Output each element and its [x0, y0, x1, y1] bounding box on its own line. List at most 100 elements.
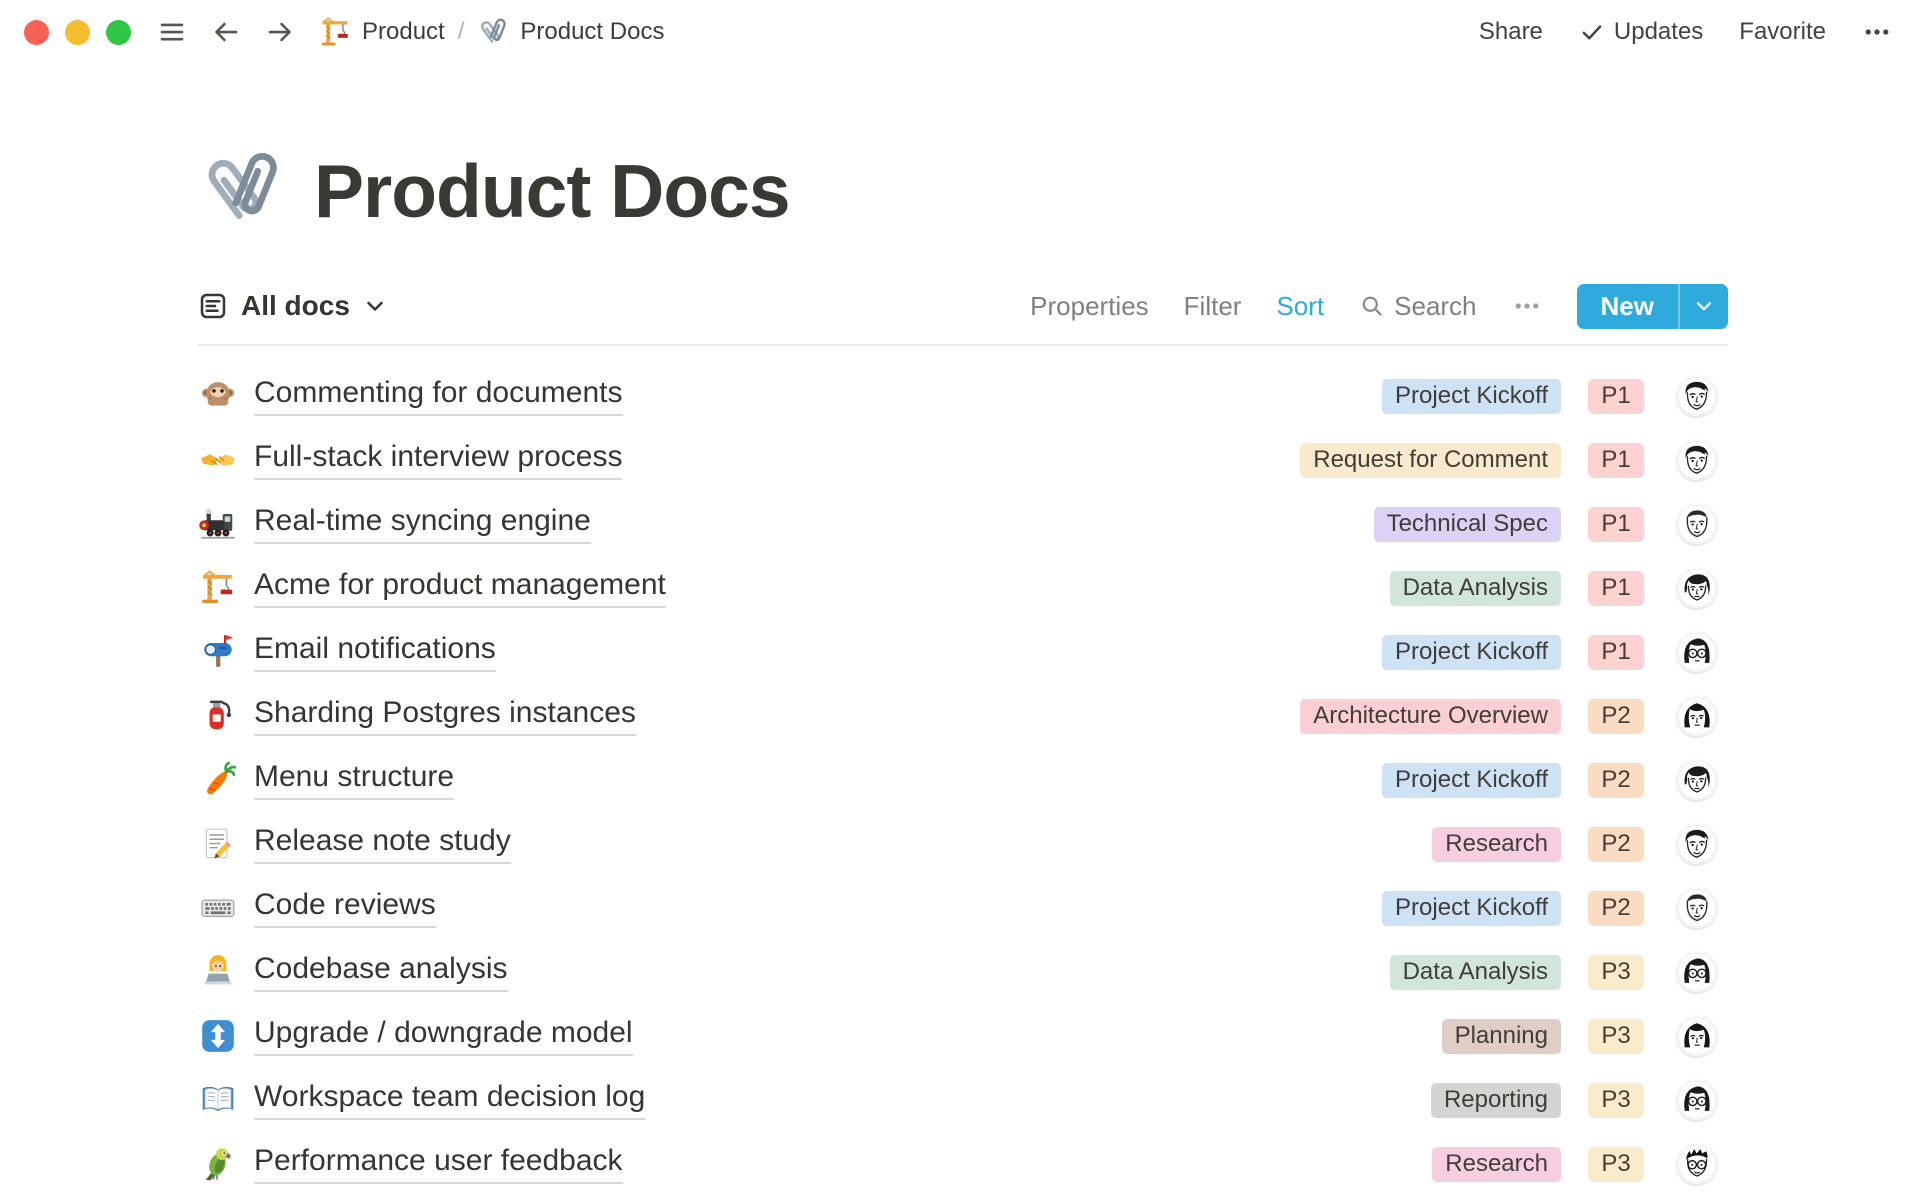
priority-badge[interactable]: P2: [1588, 890, 1644, 926]
priority-badge[interactable]: P1: [1588, 506, 1644, 542]
tag-badge[interactable]: Project Kickoff: [1382, 378, 1561, 414]
new-dropdown-button[interactable]: [1680, 284, 1728, 329]
view-switcher-all-docs[interactable]: All docs: [198, 290, 387, 322]
toolbar-more-button[interactable]: [1512, 291, 1542, 321]
table-row[interactable]: Commenting for documents Project Kickoff…: [198, 364, 1728, 428]
doc-title-link[interactable]: Release note study: [254, 824, 511, 865]
doc-title-link[interactable]: Acme for product management: [254, 568, 666, 609]
minimize-button[interactable]: [65, 19, 90, 45]
doc-title-link[interactable]: Menu structure: [254, 760, 455, 801]
priority-badge[interactable]: P3: [1588, 1082, 1644, 1118]
breadcrumb-separator: /: [457, 18, 465, 45]
assignee-avatar[interactable]: [1677, 760, 1717, 800]
row-properties: Architecture Overview P2: [1300, 696, 1728, 736]
table-row[interactable]: Email notifications Project Kickoff P1: [198, 620, 1728, 684]
table-row[interactable]: Performance user feedback Research P3: [198, 1132, 1728, 1196]
row-properties: Project Kickoff P2: [1382, 760, 1728, 800]
priority-badge[interactable]: P3: [1588, 1018, 1644, 1054]
assignee-avatar[interactable]: [1677, 824, 1717, 864]
table-row[interactable]: Upgrade / downgrade model Planning P3: [198, 1004, 1728, 1068]
doc-title-link[interactable]: Workspace team decision log: [254, 1080, 646, 1121]
table-row[interactable]: Menu structure Project Kickoff P2: [198, 748, 1728, 812]
zoom-button[interactable]: [106, 19, 131, 45]
table-row[interactable]: Code reviews Project Kickoff P2: [198, 876, 1728, 940]
tag-badge[interactable]: Research: [1432, 826, 1561, 862]
carrot-icon: [198, 761, 238, 799]
doc-list-icon: [198, 291, 228, 321]
priority-badge[interactable]: P1: [1588, 442, 1644, 478]
arrow-right-icon: [265, 17, 295, 47]
table-row[interactable]: Workspace team decision log Reporting P3: [198, 1068, 1728, 1132]
new-button[interactable]: New: [1577, 284, 1678, 329]
table-row[interactable]: Real-time syncing engine Technical Spec …: [198, 492, 1728, 556]
table-row[interactable]: Release note study Research P2: [198, 812, 1728, 876]
forward-button[interactable]: [265, 17, 295, 47]
properties-button[interactable]: Properties: [1030, 290, 1149, 321]
priority-badge[interactable]: P2: [1588, 826, 1644, 862]
doc-title-link[interactable]: Code reviews: [254, 888, 436, 929]
doc-title-link[interactable]: Sharding Postgres instances: [254, 696, 636, 737]
table-row[interactable]: Full-stack interview process Request for…: [198, 428, 1728, 492]
toolbar-actions: Properties Filter Sort Search New: [1030, 283, 1728, 329]
assignee-avatar[interactable]: [1677, 632, 1717, 672]
tag-badge[interactable]: Architecture Overview: [1300, 698, 1561, 734]
doc-title-link[interactable]: Upgrade / downgrade model: [254, 1016, 633, 1057]
priority-badge[interactable]: P1: [1588, 634, 1644, 670]
assignee-avatar[interactable]: [1677, 440, 1717, 480]
assignee-avatar[interactable]: [1677, 568, 1717, 608]
priority-badge[interactable]: P1: [1588, 378, 1644, 414]
tag-badge[interactable]: Technical Spec: [1373, 506, 1561, 542]
table-row[interactable]: Acme for product management Data Analysi…: [198, 556, 1728, 620]
doc-title-link[interactable]: Performance user feedback: [254, 1144, 623, 1185]
mailbox-icon: [198, 633, 238, 671]
tag-badge[interactable]: Project Kickoff: [1382, 890, 1561, 926]
priority-badge[interactable]: P1: [1588, 570, 1644, 606]
assignee-avatar[interactable]: [1677, 1080, 1717, 1120]
updates-button[interactable]: Updates: [1579, 18, 1703, 46]
tag-badge[interactable]: Research: [1432, 1146, 1561, 1182]
priority-badge[interactable]: P3: [1588, 954, 1644, 990]
assignee-avatar[interactable]: [1677, 888, 1717, 928]
table-row[interactable]: Codebase analysis Data Analysis P3: [198, 940, 1728, 1004]
back-button[interactable]: [211, 17, 241, 47]
assignee-avatar[interactable]: [1677, 376, 1717, 416]
doc-title-link[interactable]: Codebase analysis: [254, 952, 508, 993]
doc-title-link[interactable]: Commenting for documents: [254, 376, 623, 417]
table-row[interactable]: Sharding Postgres instances Architecture…: [198, 684, 1728, 748]
assignee-avatar[interactable]: [1677, 1144, 1717, 1184]
share-button[interactable]: Share: [1478, 18, 1543, 45]
building-construction-icon: [319, 16, 352, 49]
breadcrumb-item-product[interactable]: Product: [319, 16, 445, 49]
parrot-icon: [198, 1145, 238, 1183]
row-properties: Project Kickoff P2: [1382, 888, 1728, 928]
tag-badge[interactable]: Project Kickoff: [1382, 762, 1561, 798]
priority-badge[interactable]: P2: [1588, 698, 1644, 734]
tag-badge[interactable]: Reporting: [1430, 1082, 1561, 1118]
search-button[interactable]: Search: [1359, 291, 1477, 322]
assignee-avatar[interactable]: [1677, 504, 1717, 544]
page-content: Product Docs All docs Properties Filter …: [198, 142, 1728, 1196]
tag-badge[interactable]: Planning: [1441, 1018, 1561, 1054]
breadcrumb-item-product-docs[interactable]: Product Docs: [477, 16, 664, 49]
favorite-button[interactable]: Favorite: [1739, 18, 1826, 45]
priority-badge[interactable]: P3: [1588, 1146, 1644, 1182]
sort-button[interactable]: Sort: [1276, 290, 1325, 321]
tag-badge[interactable]: Request for Comment: [1300, 442, 1561, 478]
assignee-avatar[interactable]: [1677, 1016, 1717, 1056]
linked-paperclips-icon[interactable]: [198, 146, 288, 236]
doc-title-link[interactable]: Email notifications: [254, 632, 496, 673]
assignee-avatar[interactable]: [1677, 696, 1717, 736]
tag-badge[interactable]: Project Kickoff: [1382, 634, 1561, 670]
chevron-down-icon: [1693, 295, 1715, 317]
doc-title-link[interactable]: Full-stack interview process: [254, 440, 623, 481]
close-button[interactable]: [24, 19, 49, 45]
tag-badge[interactable]: Data Analysis: [1389, 954, 1561, 990]
assignee-avatar[interactable]: [1677, 952, 1717, 992]
priority-badge[interactable]: P2: [1588, 762, 1644, 798]
filter-button[interactable]: Filter: [1183, 290, 1242, 321]
doc-title-link[interactable]: Real-time syncing engine: [254, 504, 591, 545]
memo-icon: [198, 825, 238, 863]
more-options-button[interactable]: [1862, 17, 1892, 47]
tag-badge[interactable]: Data Analysis: [1389, 570, 1561, 606]
sidebar-menu-button[interactable]: [157, 17, 187, 47]
